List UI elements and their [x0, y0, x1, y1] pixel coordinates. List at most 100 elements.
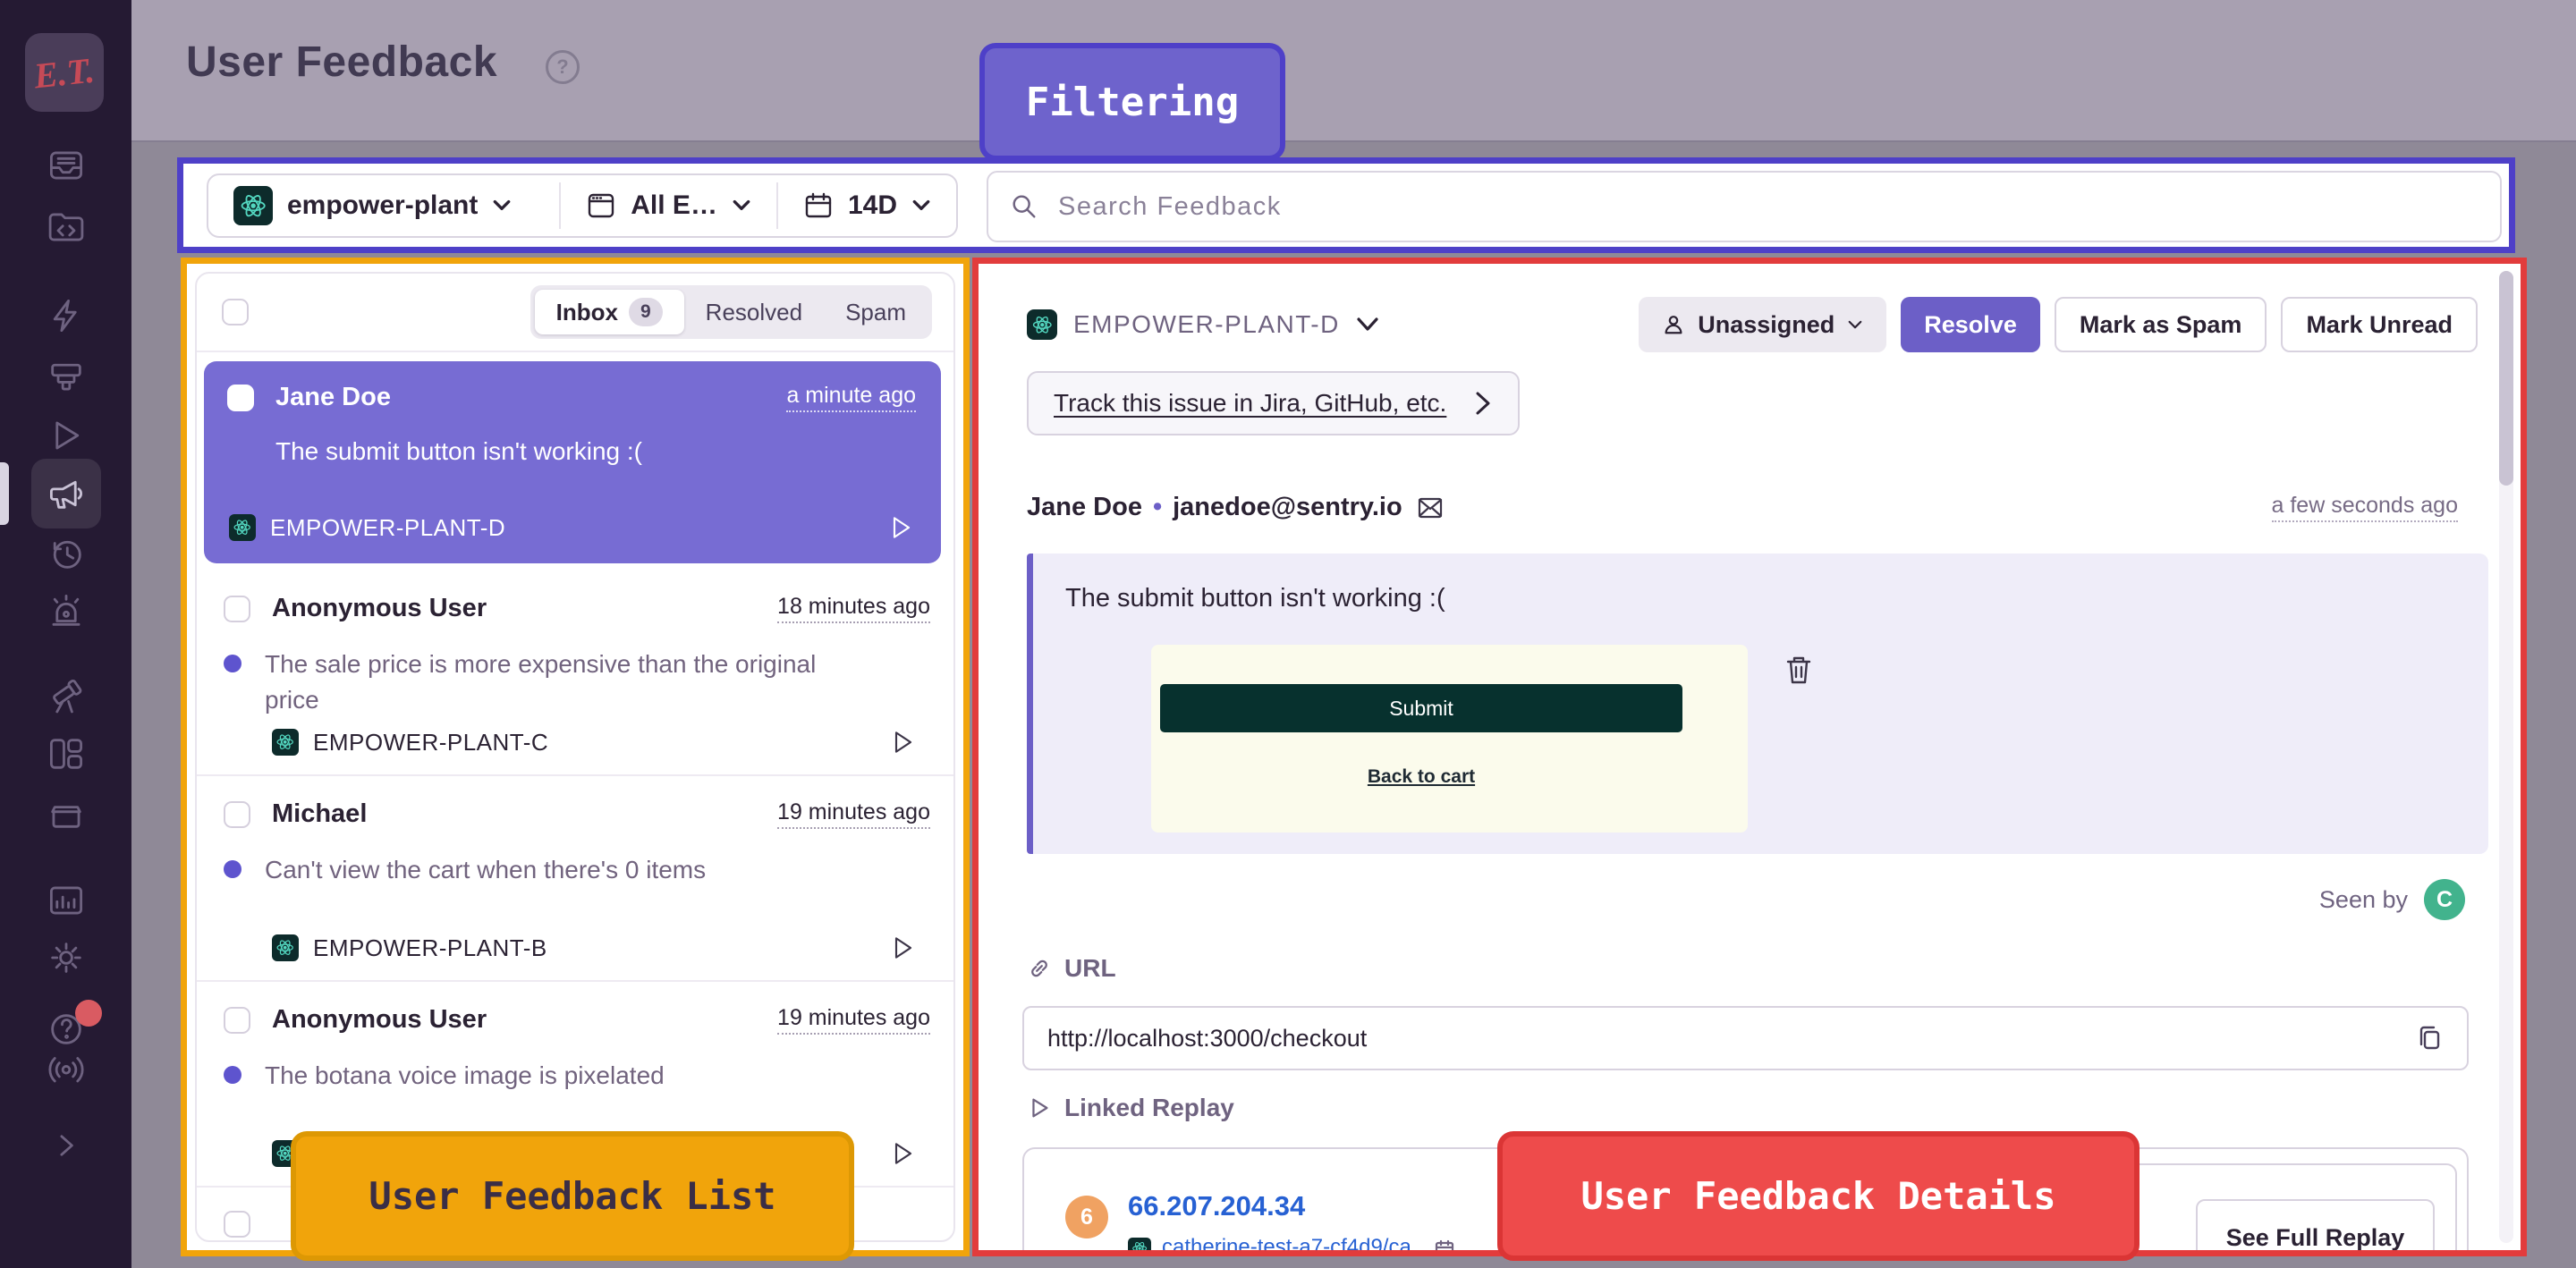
replay-play-icon[interactable]	[889, 934, 918, 962]
telescope-icon	[46, 675, 87, 716]
feedback-timestamp[interactable]: a few seconds ago	[2271, 493, 2458, 522]
feedback-item-selected[interactable]: Jane Doe a minute ago The submit button …	[204, 361, 941, 563]
feedback-item[interactable]: Michael 19 minutes ago Can't view the ca…	[197, 776, 953, 982]
sidebar-item-explore[interactable]	[0, 207, 131, 248]
feedback-items: Jane Doe a minute ago The submit button …	[197, 354, 953, 1240]
item-checkbox[interactable]	[224, 1006, 250, 1034]
sidebar-item-launch[interactable]	[0, 675, 131, 716]
scrollbar-thumb[interactable]	[2499, 271, 2513, 486]
page-filters: empower-plant All E… 14D	[207, 173, 958, 238]
search-input[interactable]	[1056, 190, 2479, 223]
mark-spam-button[interactable]: Mark as Spam	[2054, 297, 2267, 352]
sidebar-item-feedback[interactable]	[0, 473, 131, 514]
sidebar-item-whats-new[interactable]	[0, 1048, 131, 1089]
separator-dot: •	[1152, 493, 1163, 521]
search-feedback-box	[987, 171, 2502, 242]
replay-play-icon[interactable]	[889, 728, 918, 757]
issues-icon	[46, 145, 87, 186]
item-checkbox[interactable]	[224, 1211, 250, 1238]
date-range-selector[interactable]: 14D	[778, 175, 956, 236]
feedback-item-partial[interactable]	[197, 1188, 953, 1240]
track-issue-label: Track this issue in Jira, GitHub, etc.	[1054, 389, 1447, 417]
tab-resolved-label: Resolved	[705, 298, 803, 325]
mark-unread-button[interactable]: Mark Unread	[2281, 297, 2478, 352]
org-logo[interactable]: E.T.	[25, 33, 104, 112]
resolve-button[interactable]: Resolve	[1901, 297, 2040, 352]
item-checkbox[interactable]	[227, 384, 254, 411]
see-full-replay-label: See Full Replay	[2225, 1223, 2405, 1251]
replay-play-icon[interactable]	[889, 1139, 918, 1168]
sidebar-item-issues[interactable]	[0, 145, 131, 186]
assignee-dropdown[interactable]: Unassigned	[1639, 297, 1887, 352]
sidebar-item-archive[interactable]	[0, 792, 131, 833]
project-selector[interactable]: empower-plant	[208, 175, 559, 236]
tab-spam[interactable]: Spam	[824, 291, 928, 334]
sidebar-item-help[interactable]	[0, 1009, 131, 1050]
sidebar-item-stats[interactable]	[0, 880, 131, 921]
feedback-message-text: The submit button isn't working :(	[1065, 584, 1445, 613]
replay-clock-icon	[46, 533, 87, 574]
item-message: The submit button isn't working :(	[275, 437, 642, 465]
url-field[interactable]: http://localhost:3000/checkout	[1022, 1006, 2469, 1070]
chevron-down-icon	[732, 199, 751, 213]
sidebar-active-highlight	[31, 459, 101, 528]
mark-spam-label: Mark as Spam	[2079, 310, 2242, 338]
sidebar-item-settings[interactable]	[0, 937, 131, 978]
annotation-feedback-details: User Feedback Details	[1497, 1131, 2140, 1261]
delete-screenshot-button[interactable]	[1783, 654, 1815, 688]
details-scrollbar[interactable]	[2499, 271, 2513, 1243]
replay-ip-link[interactable]: 66.207.204.34	[1128, 1190, 1306, 1222]
annotation-filtering: Filtering	[979, 43, 1285, 161]
select-all-checkbox[interactable]	[222, 299, 249, 325]
person-icon	[1662, 313, 1685, 336]
sidebar-item-replays[interactable]	[0, 533, 131, 574]
sidebar-item-performance[interactable]	[0, 295, 131, 336]
tab-resolved[interactable]: Resolved	[684, 291, 824, 334]
search-icon	[1010, 192, 1038, 221]
linked-replay-text: Linked Replay	[1064, 1094, 1234, 1121]
inbox-count-badge: 9	[628, 298, 663, 326]
calendar-icon	[803, 191, 834, 220]
chevron-down-icon	[1847, 319, 1863, 331]
notification-dot	[75, 1000, 102, 1027]
feedback-item[interactable]: Anonymous User 18 minutes ago The sale p…	[197, 571, 953, 776]
item-checkbox[interactable]	[224, 595, 250, 622]
copy-icon[interactable]	[2415, 1023, 2444, 1053]
filter-bar: empower-plant All E… 14D	[177, 157, 2515, 253]
chevron-down-icon[interactable]	[1356, 317, 1379, 333]
filter-divider	[775, 182, 778, 229]
bar-chart-icon	[46, 880, 87, 921]
environment-selector[interactable]: All E…	[561, 175, 776, 236]
sidebar-item-alerts[interactable]	[0, 590, 131, 631]
sidebar-item-dashboard-grid[interactable]	[0, 733, 131, 774]
envelope-icon[interactable]	[1402, 496, 1444, 520]
item-checkbox[interactable]	[224, 800, 250, 828]
item-time: 18 minutes ago	[777, 594, 930, 623]
replay-id-link[interactable]: catherine-test-a7-cf4d9/ca..	[1162, 1235, 1423, 1250]
chevron-down-icon	[492, 199, 512, 213]
feedback-list-card: Inbox 9 Resolved Spam Jane Doe a minute …	[195, 272, 955, 1242]
seen-by-avatar[interactable]: C	[2424, 879, 2465, 920]
item-message: The sale price is more expensive than th…	[265, 650, 817, 714]
item-time: 19 minutes ago	[777, 799, 930, 829]
sidebar-item-dashboards[interactable]	[0, 415, 131, 456]
filter-divider	[559, 182, 562, 229]
see-full-replay-button[interactable]: See Full Replay	[2196, 1199, 2435, 1250]
replay-play-icon[interactable]	[887, 513, 916, 542]
author-row: Jane Doe • janedoe@sentry.io a few secon…	[1027, 493, 2458, 522]
tab-inbox[interactable]: Inbox 9	[534, 290, 684, 334]
sidebar-collapse-toggle[interactable]	[0, 1125, 131, 1166]
help-icon[interactable]: ?	[546, 50, 580, 84]
item-project: EMPOWER-PLANT-D	[270, 513, 506, 541]
sidebar-item-insights[interactable]	[0, 356, 131, 397]
replay-avatar: 6	[1065, 1196, 1108, 1238]
unread-dot	[224, 1066, 242, 1084]
url-section-label: URL	[1027, 954, 1116, 983]
window-icon	[586, 191, 616, 220]
track-issue-button[interactable]: Track this issue in Jira, GitHub, etc.	[1027, 371, 1521, 435]
environment-selector-label: All E…	[631, 190, 717, 220]
chevron-right-icon	[1476, 392, 1490, 415]
mark-unread-label: Mark Unread	[2306, 310, 2453, 338]
gear-icon	[46, 937, 87, 978]
